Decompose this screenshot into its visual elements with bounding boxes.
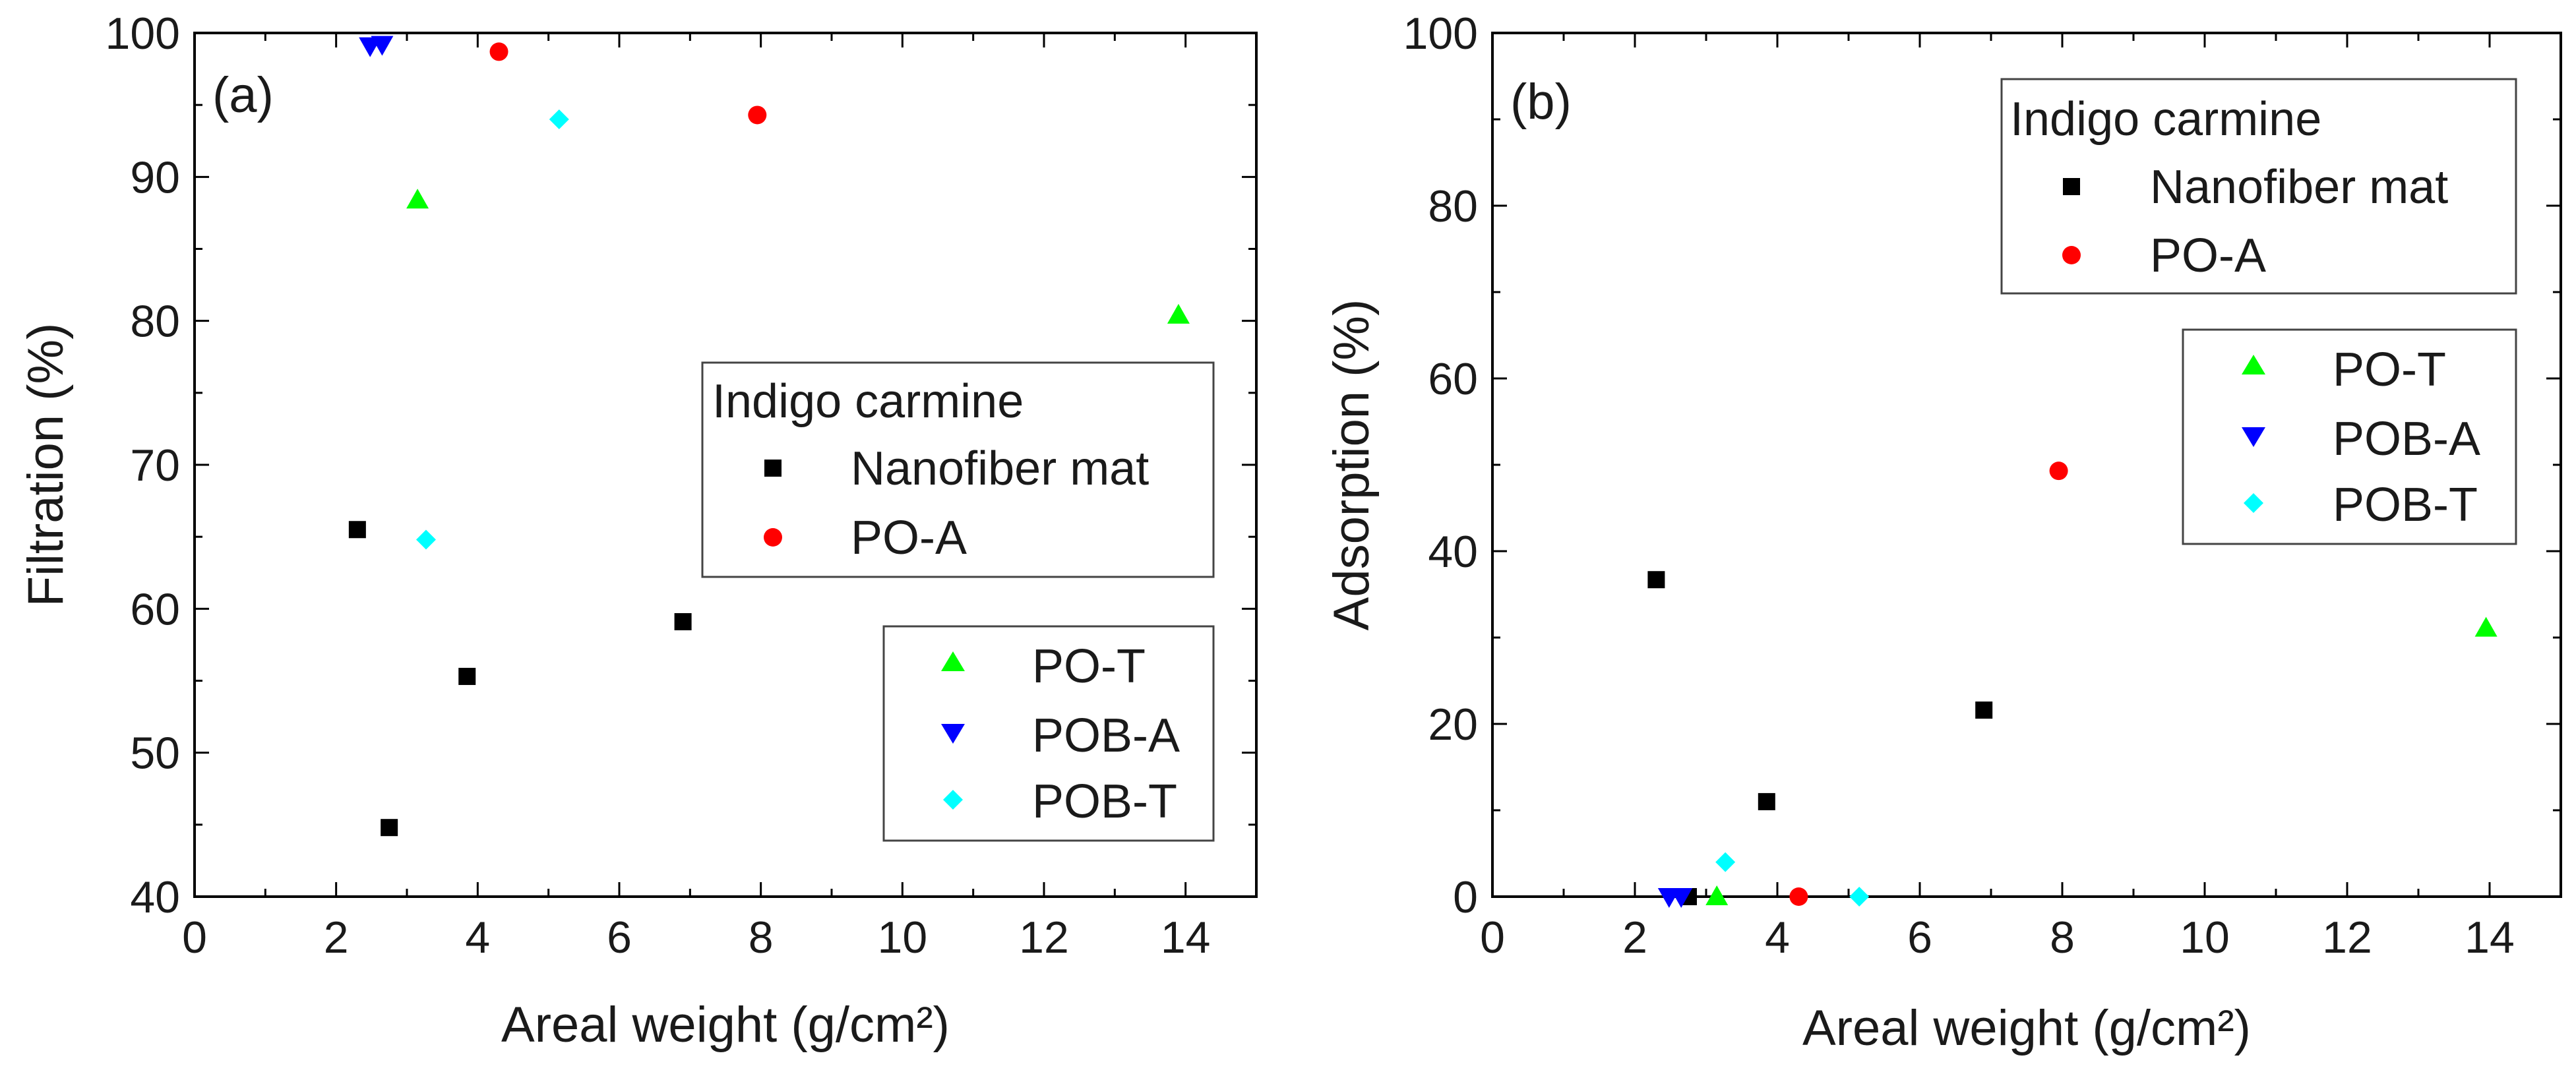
panel-a-y-axis-label: Filtration (%)	[18, 323, 74, 607]
panel-b-point-po-a	[1789, 887, 1808, 906]
panel-b-legend-marker-pob-t	[2244, 493, 2263, 513]
panel-b-x-tick-label: 6	[1907, 912, 1932, 963]
panel-a-point-po-t	[1167, 303, 1190, 324]
panel-b-x-tick-label: 2	[1622, 912, 1647, 963]
panel-a-x-tick-label: 0	[182, 912, 207, 963]
panel-b-point-po-t	[2474, 616, 2498, 637]
panel-b-point-pob-a	[1670, 888, 1693, 908]
panel-b-legend-label-pob-a: POB-A	[2333, 413, 2480, 465]
panel-b-y-tick-label: 40	[1428, 527, 1478, 577]
panel-b-point-po-t	[1705, 885, 1729, 905]
panel-b-legend-main: Indigo carmine Nanofiber mat PO-A	[2000, 78, 2517, 295]
panel-b-legend-secondary: PO-T POB-A POB-T	[2182, 328, 2517, 545]
panel-b-legend-label-pob-t: POB-T	[2333, 479, 2478, 531]
panel-b-point-nanofiber-mat	[1975, 701, 1993, 719]
panel-b-point-pob-t	[1715, 852, 1736, 872]
panel-a-legend-label-pob-t: POB-T	[1032, 775, 1177, 828]
panel-b-legend-label-po-a: PO-A	[2150, 229, 2266, 282]
panel-b-legend-label-nanofiber-mat: Nanofiber mat	[2150, 161, 2448, 214]
panel-b-legend-secondary-box	[2182, 328, 2517, 545]
panel-a-x-tick-label: 14	[1161, 912, 1211, 963]
panel-b-y-tick-label: 0	[1453, 872, 1478, 922]
panel-a-x-tick-label: 4	[465, 912, 490, 963]
panel-a-y-tick-label: 50	[130, 729, 180, 779]
panel-a-point-pob-t	[549, 109, 569, 129]
panel-a-x-tick-label: 2	[324, 912, 349, 963]
panel-b-legend-marker-po-a	[2062, 246, 2081, 264]
panel-b-point-nanofiber-mat	[1647, 571, 1665, 589]
panel-a-legend-main: Indigo carmine Nanofiber mat PO-A	[701, 361, 1215, 578]
panel-a-ticks: 0 2 4 6 8 10 12 14 40 50 60 70 80 90 100	[106, 9, 1258, 963]
panel-b-x-axis-label: Areal weight (g/cm²)	[1802, 1000, 2251, 1056]
panel-a-y-tick-label: 70	[130, 440, 180, 491]
panel-b-x-tick-label: 4	[1765, 912, 1790, 963]
panel-a-legend-secondary-box	[882, 625, 1215, 842]
panel-a-legend-label-po-a: PO-A	[851, 512, 967, 564]
panel-a-x-tick-label: 12	[1019, 912, 1069, 963]
panel-a-point-nanofiber-mat	[674, 612, 692, 630]
panel-b-x-tick-label: 14	[2465, 912, 2515, 963]
panel-b-y-tick-label: 20	[1428, 700, 1478, 750]
panel-b-legend-marker-po-t	[2242, 355, 2265, 374]
panel-a-point-po-a	[489, 42, 508, 61]
panel-b-x-tick-label: 0	[1480, 912, 1505, 963]
panel-b-point-nanofiber-mat	[1758, 792, 1775, 810]
panel-a-x-tick-label: 6	[607, 912, 632, 963]
panel-b-legend-main-box	[2000, 78, 2517, 295]
panel-a-y-tick-label: 90	[130, 152, 180, 202]
panel-b-y-tick-label: 80	[1428, 181, 1478, 231]
panel-a-y-tick-label: 80	[130, 297, 180, 347]
panel-a-legend-marker-po-a	[764, 528, 782, 547]
panel-a-x-axis-label: Areal weight (g/cm²)	[501, 997, 950, 1053]
panel-a-legend-label-nanofiber-mat: Nanofiber mat	[851, 442, 1149, 495]
panel-a-y-tick-label: 100	[106, 9, 180, 59]
panel-a-legend-label-po-t: PO-T	[1032, 640, 1146, 693]
panel-a-point-po-t	[406, 189, 429, 209]
panel-b-x-tick-label: 8	[2050, 912, 2075, 963]
panel-b-legend-label-po-t: PO-T	[2333, 343, 2446, 396]
panel-a-point-nanofiber-mat	[458, 667, 476, 685]
panel-b-tag: (b)	[1510, 74, 1572, 130]
panel-b-legend-marker-nanofiber-mat	[2063, 178, 2080, 195]
panel-a-point-nanofiber-mat	[381, 819, 398, 837]
panel-a-y-tick-label: 40	[130, 872, 180, 922]
panel-a-legend-secondary: PO-T POB-A POB-T	[882, 625, 1215, 842]
panel-a-legend-marker-nanofiber-mat	[764, 460, 782, 477]
panel-b-legend-title: Indigo carmine	[2010, 93, 2321, 146]
panel-b-y-tick-label: 100	[1403, 9, 1478, 59]
panel-a-legend-marker-pob-a	[941, 724, 965, 744]
panel-a-legend-main-box	[701, 361, 1215, 578]
panel-a-tag: (a)	[212, 67, 274, 123]
panel-b-point-pob-t	[1849, 887, 1870, 907]
panel-a-points	[348, 36, 1190, 837]
panel-a-x-tick-label: 10	[878, 912, 928, 963]
panel-b: 0 2 4 6 8 10 12 14 0 20 40 60 80 100 (b) Areal weight…	[1324, 9, 2562, 1056]
panel-b-legend-marker-pob-a	[2242, 427, 2265, 447]
panel-a-legend-marker-po-t	[941, 651, 965, 671]
panel-a-y-tick-label: 60	[130, 584, 180, 634]
panel-b-x-tick-label: 10	[2180, 912, 2230, 963]
panel-a-legend-marker-pob-t	[943, 790, 963, 810]
panel-b-point-po-a	[2049, 462, 2068, 481]
panel-a-x-tick-label: 8	[749, 912, 774, 963]
panel-a-legend-label-pob-a: POB-A	[1032, 709, 1180, 762]
panel-b-points	[1647, 462, 2498, 908]
panel-a: 0 2 4 6 8 10 12 14 40 50 60 70 80 90 100 (a) Areal wei…	[18, 9, 1258, 1053]
panel-a-point-pob-a	[371, 36, 394, 56]
panel-a-point-po-a	[748, 105, 767, 125]
panel-a-point-pob-t	[415, 529, 436, 550]
panel-a-legend-title: Indigo carmine	[712, 375, 1024, 428]
panel-b-x-tick-label: 12	[2322, 912, 2372, 963]
panel-b-y-axis-label: Adsorption (%)	[1324, 299, 1380, 631]
panel-a-point-nanofiber-mat	[348, 521, 366, 539]
panel-b-ticks: 0 2 4 6 8 10 12 14 0 20 40 60 80 100	[1403, 9, 2562, 963]
panel-b-y-tick-label: 60	[1428, 354, 1478, 404]
